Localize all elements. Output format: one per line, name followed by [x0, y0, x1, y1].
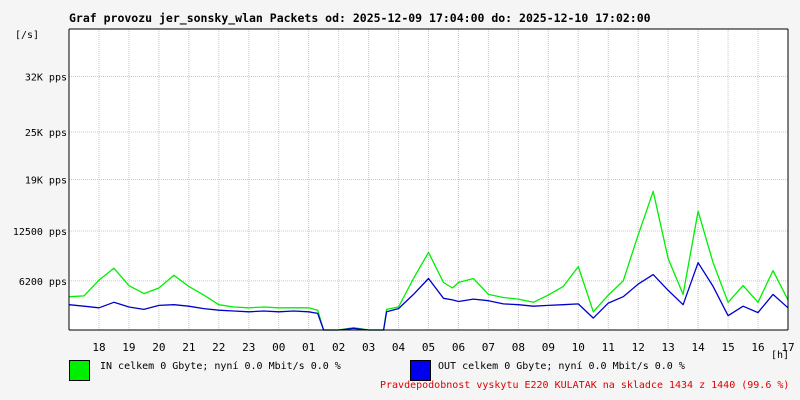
x-tick-label: 14	[692, 341, 706, 354]
x-tick-label: 22	[212, 341, 225, 354]
x-tick-label: 09	[542, 341, 555, 354]
x-tick-label: 12	[632, 341, 645, 354]
x-tick-label: 16	[751, 341, 764, 354]
legend-out-text: OUT celkem 0 Gbyte; nyní 0.0 Mbit/s 0.0 …	[438, 361, 685, 372]
y-tick-label: 25K pps	[25, 128, 67, 139]
x-tick-label: 06	[452, 341, 465, 354]
y-tick-label: 6200 pps	[19, 277, 67, 288]
x-tick-label: 08	[512, 341, 525, 354]
x-tick-label: 04	[392, 341, 406, 354]
y-axis-unit: [/s]	[15, 30, 40, 41]
x-tick-label: 05	[422, 341, 435, 354]
x-axis-unit: [h]	[771, 350, 790, 361]
x-tick-label: 21	[182, 341, 195, 354]
x-tick-label: 01	[302, 341, 315, 354]
legend-in-text: IN celkem 0 Gbyte; nyní 0.0 Mbit/s 0.0 %	[100, 361, 341, 372]
x-tick-label: 17	[781, 341, 794, 354]
x-tick-label: 23	[242, 341, 255, 354]
y-tick-label: 12500 pps	[13, 227, 67, 238]
x-tick-label: 15	[721, 341, 734, 354]
x-tick-label: 19	[122, 341, 135, 354]
chart-title: Graf provozu jer_sonsky_wlan Packets od:…	[69, 11, 651, 25]
legend-out-swatch	[410, 360, 431, 381]
x-tick-label: 02	[332, 341, 345, 354]
series-line-out	[68, 262, 789, 331]
legend-in-swatch	[69, 360, 90, 381]
x-tick-label: 13	[662, 341, 675, 354]
x-tick-label: 10	[572, 341, 585, 354]
y-tick-label: 19K pps	[25, 176, 67, 187]
x-tick-label: 18	[92, 341, 105, 354]
x-tick-label: 07	[482, 341, 495, 354]
x-tick-label: 00	[272, 341, 285, 354]
footer-probability-text: Pravdepodobnost vyskytu E220 KULATAK na …	[380, 380, 790, 391]
series-line-in	[68, 190, 789, 331]
x-tick-label: 03	[362, 341, 375, 354]
x-tick-label: 20	[152, 341, 165, 354]
y-tick-label: 32K pps	[25, 73, 67, 84]
x-tick-label: 11	[602, 341, 615, 354]
